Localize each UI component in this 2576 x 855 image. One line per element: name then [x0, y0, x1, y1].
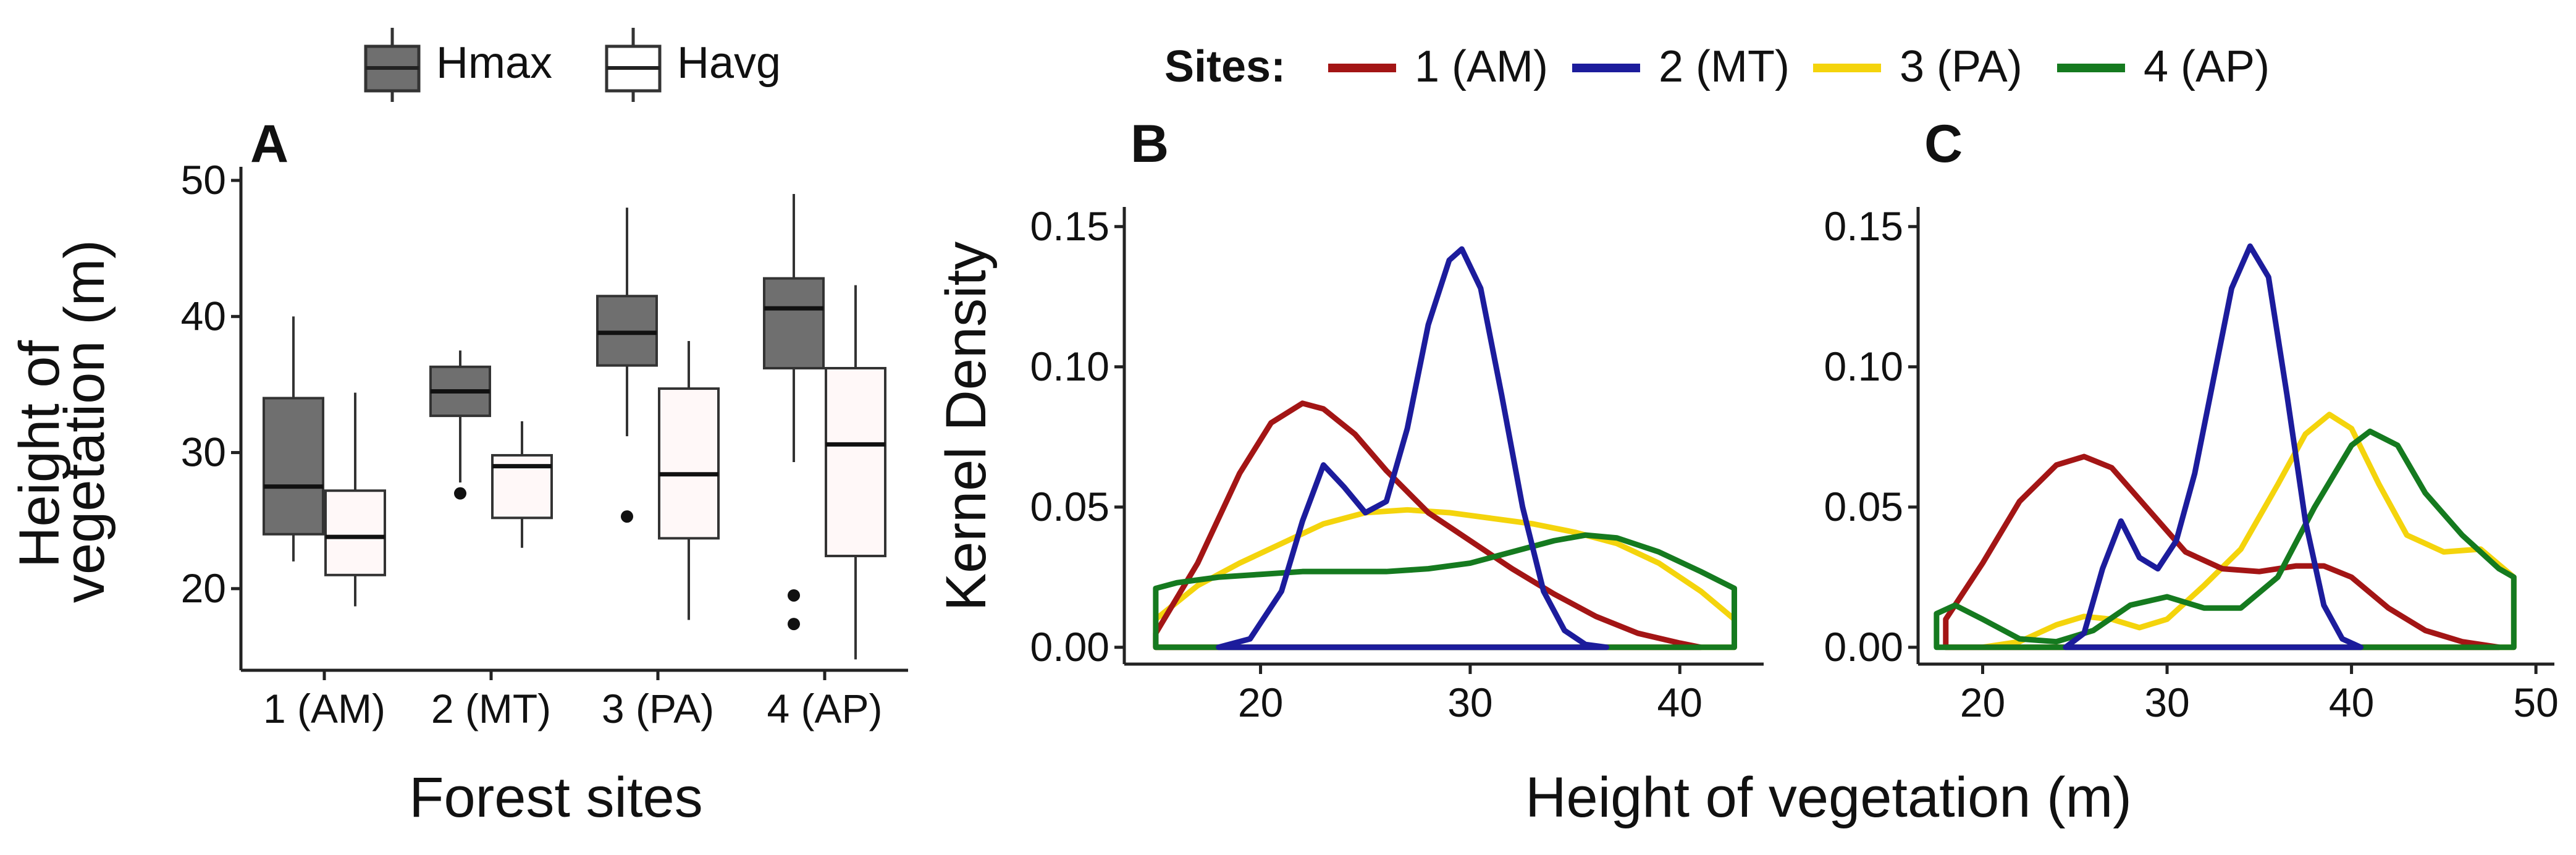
panel-b-ytick-label-3: 0.15	[1030, 203, 1109, 249]
panel-a: A Height of vegetation (m) Forest sites …	[8, 114, 908, 829]
panel-b-density-3-pa	[1153, 507, 1737, 651]
legend-havg-key	[605, 28, 662, 102]
panel-b-density-2-mt	[1216, 246, 1609, 651]
panel-a-ylabel: Height of vegetation (m)	[8, 240, 116, 603]
panel-c-density-1-am	[1943, 453, 2502, 651]
legend-label-site-3-pa: 3 (PA)	[1900, 42, 2022, 91]
panel-c-density-4-ap	[1934, 428, 2517, 651]
panel-a-xtick-label-4-ap: 4 (AP)	[767, 686, 882, 731]
panel-a-label: A	[250, 114, 288, 174]
panel-c-label: C	[1924, 114, 1963, 174]
legend-hmax-key	[364, 28, 421, 102]
box-hmax-4-ap-outlier-0	[788, 589, 800, 602]
panel-c-xtick-label-50: 50	[2513, 680, 2558, 725]
sites-legend: Sites: 1 (AM) 2 (MT) 3 (PA) 4 (AP)	[1164, 42, 2270, 91]
legend-label-site-1-am: 1 (AM)	[1415, 42, 1548, 91]
panel-b-xtick-label-20: 20	[1238, 680, 1283, 725]
panel-a-ylabel-line2: vegetation (m)	[53, 240, 116, 603]
box-hmax-4-ap	[763, 277, 825, 369]
legend-sites-title: Sites:	[1164, 42, 1286, 91]
panel-a-ytick-label-20: 20	[181, 565, 226, 611]
density-xlabel: Height of vegetation (m)	[1525, 766, 2132, 829]
panel-b-ytick-label-0: 0.00	[1030, 624, 1109, 670]
panel-c-density-2-mt	[2063, 243, 2364, 651]
box-havg-4-ap	[825, 367, 886, 557]
panel-b-ytick-label-2: 0.10	[1030, 343, 1109, 389]
panel-b-plot: 0.00 0.05 0.10 0.15 20 30 40	[1030, 203, 1764, 725]
box-legend: Hmax Havg	[364, 28, 781, 102]
box-havg-3-pa	[658, 387, 720, 540]
legend-havg-label: Havg	[677, 38, 781, 88]
panel-a-xlabel: Forest sites	[409, 766, 702, 829]
panel-b-ytick-label-1: 0.05	[1030, 484, 1109, 529]
panel-c-xtick-label-40: 40	[2329, 680, 2374, 725]
panel-b-density-4-ap	[1153, 532, 1737, 651]
panel-b-density-1-am	[1153, 400, 1704, 651]
panel-a-xtick-label-2-mt: 2 (MT)	[431, 686, 551, 731]
panel-c-density-3-pa	[1943, 411, 2517, 651]
panel-a-plot: 20 30 40 50 1 (AM) 2 (MT) 3 (PA) 4 (AP)	[181, 157, 908, 731]
panel-c-xtick-label-30: 30	[2144, 680, 2189, 725]
legend-label-site-2-mt: 2 (MT)	[1659, 42, 1790, 91]
panel-a-xtick-label-1-am: 1 (AM)	[263, 686, 385, 731]
box-hmax-2-mt-outlier-0	[454, 487, 466, 500]
panel-c-ytick-label-2: 0.10	[1824, 343, 1903, 389]
panel-a-ytick-label-50: 50	[181, 157, 226, 203]
panel-a-ytick-label-30: 30	[181, 429, 226, 475]
legend-label-site-4-ap: 4 (AP)	[2144, 42, 2270, 91]
box-havg-1-am	[324, 489, 386, 576]
box-hmax-3-pa-outlier-0	[621, 510, 633, 523]
panel-b: B Kernel Density 0.00 0.05 0.10 0.15 20 30 40	[935, 114, 1764, 725]
panel-b-xtick-label-30: 30	[1447, 680, 1492, 725]
panel-c-ytick-label-3: 0.15	[1824, 203, 1903, 249]
panel-a-ytick-label-40: 40	[181, 293, 226, 339]
legend-hmax-label: Hmax	[436, 38, 552, 88]
panel-a-ylabel-line1: Height of	[8, 340, 71, 568]
sites-legend-items: 1 (AM) 2 (MT) 3 (PA) 4 (AP)	[1328, 42, 2270, 91]
panel-c-xtick-label-20: 20	[1960, 680, 2005, 725]
box-hmax-1-am	[263, 397, 324, 536]
panel-c-ytick-label-1: 0.05	[1824, 484, 1903, 529]
panel-c: C 0.00 0.05 0.10 0.15 20 30 40 50	[1824, 114, 2559, 725]
panel-b-label: B	[1130, 114, 1169, 174]
box-hmax-4-ap-outlier-1	[788, 618, 800, 631]
panel-b-ylabel: Kernel Density	[935, 242, 998, 611]
panel-a-xtick-label-3-pa: 3 (PA)	[602, 686, 714, 731]
panel-b-xtick-label-40: 40	[1657, 680, 1703, 725]
panel-c-plot: 0.00 0.05 0.10 0.15 20 30 40 50	[1824, 203, 2559, 725]
panel-c-ytick-label-0: 0.00	[1824, 624, 1903, 670]
